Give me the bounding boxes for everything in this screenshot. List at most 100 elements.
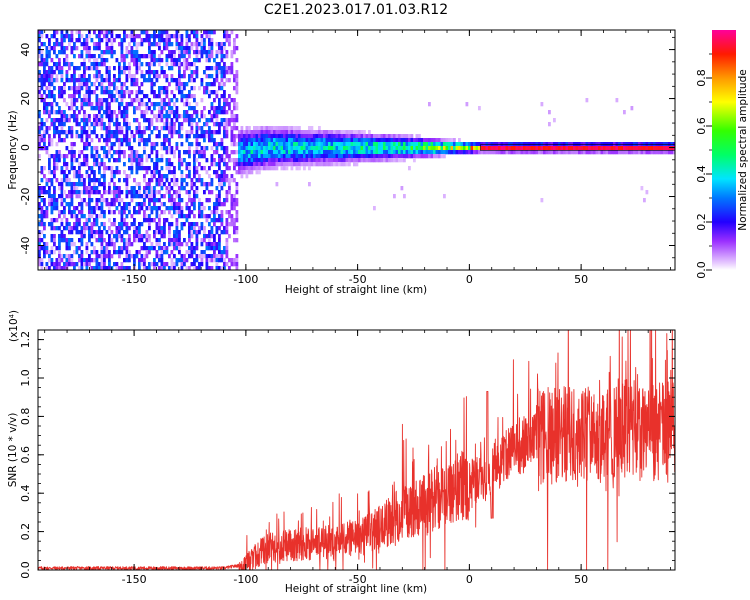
colorbar-label: Normalized spectral amplitude — [737, 69, 749, 230]
heatmap-cell — [373, 146, 376, 151]
heatmap-cell — [653, 146, 656, 151]
heatmap-cell — [150, 218, 154, 223]
heatmap-cell — [220, 146, 224, 151]
heatmap-cell — [388, 134, 391, 139]
heatmap-cell — [80, 42, 84, 47]
heatmap-cell — [363, 134, 366, 139]
heatmap-cell — [135, 162, 139, 167]
heatmap-cell — [295, 158, 299, 163]
heatmap-cell — [160, 154, 164, 159]
heatmap-cell — [123, 114, 126, 119]
heatmap-cell — [63, 82, 66, 87]
heatmap-cell — [178, 202, 181, 207]
heatmap-cell — [135, 118, 139, 123]
heatmap-cell — [78, 246, 81, 251]
heatmap-cell — [48, 202, 51, 207]
heatmap-cell — [305, 158, 309, 163]
heatmap-cell — [195, 74, 199, 79]
heatmap-cell — [143, 126, 146, 131]
heatmap-cell — [265, 142, 269, 147]
heatmap-cell — [150, 42, 154, 47]
heatmap-cell — [138, 134, 141, 139]
heatmap-cell — [88, 182, 91, 187]
heatmap-cell — [343, 130, 346, 135]
heatmap-cell — [223, 158, 226, 163]
heatmap-cell — [173, 102, 176, 107]
heatmap-cell — [180, 46, 184, 51]
heatmap-cell — [103, 138, 106, 143]
heatmap-cell — [368, 154, 371, 159]
heatmap-cell — [348, 150, 351, 155]
heatmap-cell — [65, 246, 69, 251]
heatmap-cell — [253, 146, 256, 151]
heatmap-cell — [100, 214, 104, 219]
heatmap-cell — [123, 30, 126, 35]
heatmap-cell — [38, 238, 41, 243]
heatmap-cell — [178, 154, 181, 159]
heatmap-cell — [103, 166, 106, 171]
heatmap-cell — [88, 190, 91, 195]
heatmap-cell — [193, 214, 196, 219]
heatmap-cell — [190, 234, 194, 239]
heatmap-cell — [75, 130, 79, 135]
heatmap-cell — [170, 74, 174, 79]
heatmap-cell — [95, 118, 99, 123]
heatmap-cell — [80, 150, 84, 155]
heatmap-cell — [158, 174, 161, 179]
heatmap-cell — [185, 138, 189, 143]
heatmap-cell — [395, 154, 399, 159]
heatmap-cell — [618, 146, 621, 151]
heatmap-cell — [648, 146, 651, 151]
heatmap-cell — [63, 238, 66, 243]
heatmap-cell — [100, 242, 104, 247]
heatmap-cell — [230, 218, 234, 223]
heatmap-cell — [133, 78, 136, 83]
heatmap-cell — [170, 262, 174, 267]
heatmap-cell — [60, 50, 64, 55]
heatmap-cell — [368, 142, 371, 147]
heatmap-cell — [135, 150, 139, 155]
heatmap-cell — [110, 210, 114, 215]
heatmap-cell — [223, 178, 226, 183]
heatmap-cell — [220, 78, 224, 83]
heatmap-cell — [178, 162, 181, 167]
heatmap-cell — [78, 110, 81, 115]
heatmap-cell — [93, 58, 96, 63]
heatmap-cell — [208, 198, 211, 203]
heatmap-cell — [160, 106, 164, 111]
heatmap-cell — [190, 242, 194, 247]
heatmap-cell — [350, 154, 354, 159]
heatmap-cell — [158, 58, 161, 63]
heatmap-cell — [215, 242, 219, 247]
heatmap-cell — [55, 218, 59, 223]
heatmap-cell — [213, 142, 216, 147]
heatmap-cell — [120, 214, 124, 219]
heatmap-cell — [153, 170, 156, 175]
heatmap-cell — [115, 150, 119, 155]
heatmap-cell — [155, 114, 159, 119]
heatmap-cell — [210, 158, 214, 163]
heatmap-cell — [185, 34, 189, 39]
heatmap-cell — [73, 82, 76, 87]
heatmap-cell — [403, 154, 406, 159]
heatmap-cell — [50, 226, 54, 231]
heatmap-cell — [105, 198, 109, 203]
heatmap-cell — [273, 166, 276, 171]
heatmap-cell — [370, 142, 374, 147]
heatmap-cell — [213, 238, 216, 243]
heatmap-cell — [103, 226, 106, 231]
heatmap-cell — [510, 146, 514, 151]
heatmap-cell — [198, 202, 201, 207]
heatmap-cell — [483, 150, 486, 155]
heatmap-cell — [148, 70, 151, 75]
snr-ylabel: SNR (10 * v/v) — [7, 413, 19, 488]
heatmap-cell — [195, 134, 199, 139]
heatmap-cell — [423, 146, 426, 151]
heatmap-cell — [543, 146, 546, 151]
heatmap-cell — [80, 98, 84, 103]
heatmap-cell — [128, 142, 131, 147]
heatmap-cell — [300, 138, 304, 143]
heatmap-cell — [98, 106, 101, 111]
heatmap-cell — [95, 186, 99, 191]
heatmap-cell — [40, 138, 44, 143]
